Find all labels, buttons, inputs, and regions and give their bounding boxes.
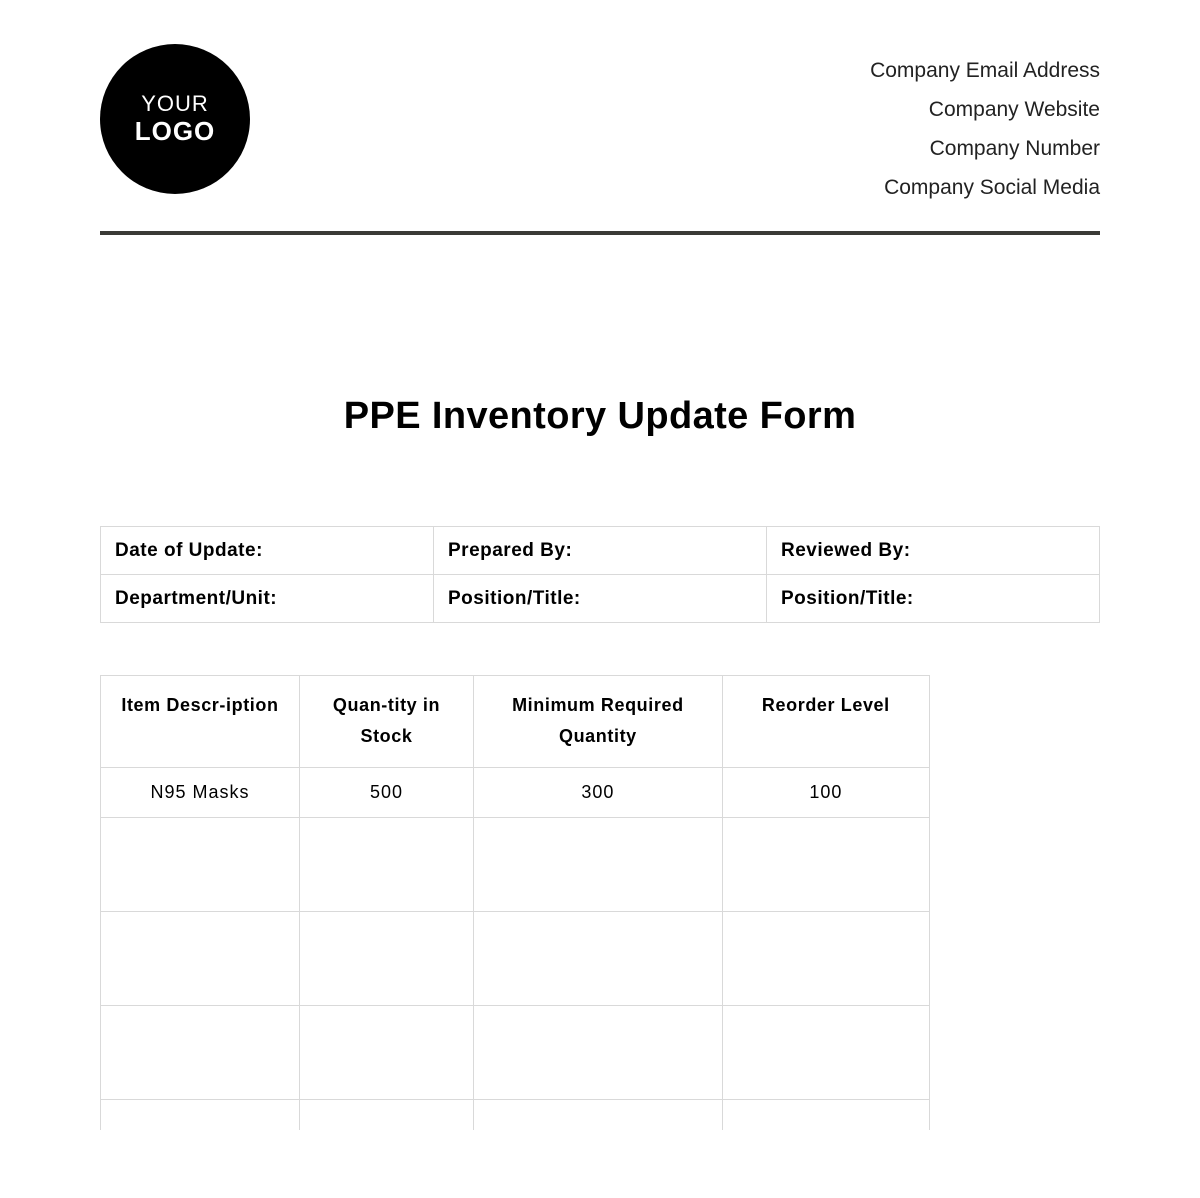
meta-cell-position2[interactable]: Position/Title: <box>767 575 1100 623</box>
meta-row: Date of Update: Prepared By: Reviewed By… <box>101 527 1100 575</box>
table-row <box>101 818 930 912</box>
table-row <box>101 912 930 1006</box>
inventory-table: Item Descr-iption Quan-tity in Stock Min… <box>100 675 930 1130</box>
cell-reorder[interactable]: 100 <box>722 768 929 818</box>
cell-qty[interactable] <box>299 818 473 912</box>
company-email: Company Email Address <box>870 52 1100 91</box>
meta-table: Date of Update: Prepared By: Reviewed By… <box>100 526 1100 623</box>
cell-qty[interactable] <box>299 1006 473 1100</box>
cell-min[interactable] <box>474 1006 723 1100</box>
meta-cell-position1[interactable]: Position/Title: <box>434 575 767 623</box>
header: YOUR LOGO Company Email Address Company … <box>100 44 1100 231</box>
table-row <box>101 1100 930 1130</box>
meta-row: Department/Unit: Position/Title: Positio… <box>101 575 1100 623</box>
document-page: YOUR LOGO Company Email Address Company … <box>0 0 1200 1130</box>
cell-item[interactable] <box>101 1100 300 1130</box>
cell-item[interactable] <box>101 912 300 1006</box>
company-website: Company Website <box>870 91 1100 130</box>
company-social: Company Social Media <box>870 169 1100 208</box>
col-min-required: Minimum Required Quantity <box>474 676 723 768</box>
cell-min[interactable] <box>474 818 723 912</box>
cell-reorder[interactable] <box>722 1100 929 1130</box>
meta-cell-preparedby[interactable]: Prepared By: <box>434 527 767 575</box>
inventory-table-wrap: Item Descr-iption Quan-tity in Stock Min… <box>100 675 930 1130</box>
cell-item[interactable] <box>101 1006 300 1100</box>
cell-qty[interactable] <box>299 1100 473 1130</box>
table-row: N95 Masks 500 300 100 <box>101 768 930 818</box>
cell-qty[interactable] <box>299 912 473 1006</box>
cell-min[interactable] <box>474 1100 723 1130</box>
cell-min[interactable]: 300 <box>474 768 723 818</box>
form-title: PPE Inventory Update Form <box>100 395 1100 438</box>
col-quantity-stock: Quan-tity in Stock <box>299 676 473 768</box>
cell-qty[interactable]: 500 <box>299 768 473 818</box>
inventory-header-row: Item Descr-iption Quan-tity in Stock Min… <box>101 676 930 768</box>
meta-cell-department[interactable]: Department/Unit: <box>101 575 434 623</box>
cell-min[interactable] <box>474 912 723 1006</box>
company-number: Company Number <box>870 130 1100 169</box>
cell-reorder[interactable] <box>722 912 929 1006</box>
meta-cell-reviewedby[interactable]: Reviewed By: <box>767 527 1100 575</box>
col-reorder-level: Reorder Level <box>722 676 929 768</box>
col-item-description: Item Descr-iption <box>101 676 300 768</box>
company-info: Company Email Address Company Website Co… <box>870 44 1100 207</box>
cell-item[interactable] <box>101 818 300 912</box>
logo-line1: YOUR <box>141 91 209 116</box>
header-divider <box>100 231 1100 235</box>
meta-cell-date[interactable]: Date of Update: <box>101 527 434 575</box>
logo-placeholder: YOUR LOGO <box>100 44 250 194</box>
cell-reorder[interactable] <box>722 1006 929 1100</box>
cell-item[interactable]: N95 Masks <box>101 768 300 818</box>
table-row <box>101 1006 930 1100</box>
logo-line2: LOGO <box>135 117 216 147</box>
cell-reorder[interactable] <box>722 818 929 912</box>
